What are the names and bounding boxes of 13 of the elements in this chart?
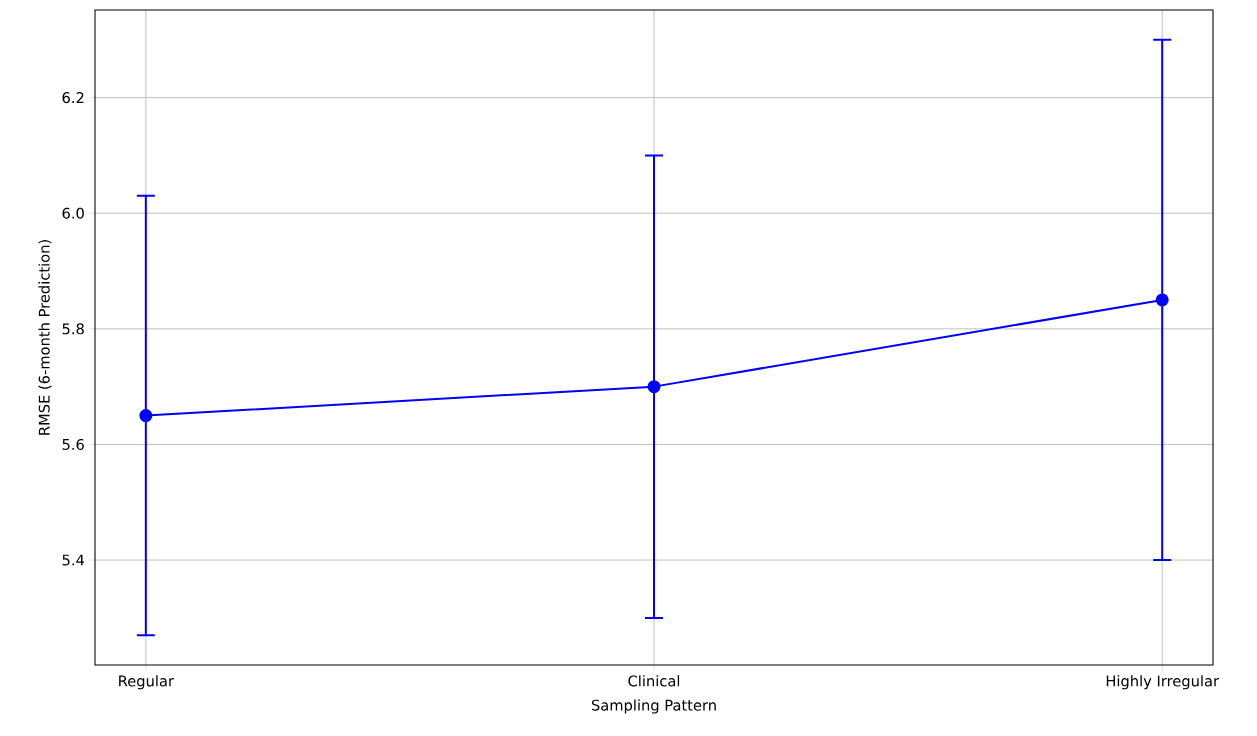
y-tick-label: 5.4 [62, 554, 85, 566]
point [1155, 293, 1169, 307]
y-tick-label: 5.6 [62, 438, 84, 450]
y-axis-title: RMSE (6-month Prediction) [38, 240, 52, 435]
x-tick-label: Regular [119, 675, 174, 690]
point [139, 409, 153, 423]
point [647, 380, 661, 394]
y-tick-label: 6.2 [62, 92, 84, 104]
x-tick-label: Clinical [628, 675, 680, 687]
x-axis-title: Sampling Pattern [591, 699, 716, 714]
y-tick-label: 6.0 [62, 207, 84, 219]
x-tick-label: Highly Irregular [1106, 675, 1220, 690]
y-tick-label: 5.8 [62, 323, 84, 335]
